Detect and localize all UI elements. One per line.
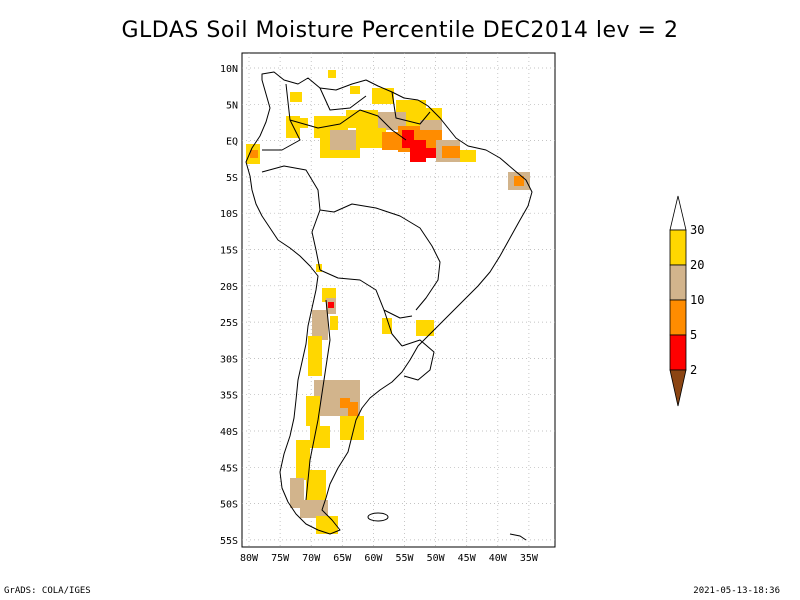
legend-swatch-gt30 <box>669 195 687 231</box>
lon-tick-label: 50W <box>427 553 446 564</box>
lat-tick-label: 5N <box>226 100 238 111</box>
border <box>401 339 435 381</box>
lon-tick-label: 60W <box>364 553 383 564</box>
lat-tick-label: 55S <box>220 536 238 547</box>
map-title: GLDAS Soil Moisture Percentile DEC2014 l… <box>121 18 679 43</box>
lon-tick-label: 80W <box>240 553 259 564</box>
south-america-outline <box>245 71 533 535</box>
lon-tick-label: 55W <box>395 553 414 564</box>
legend-label-2: 2 <box>690 363 697 377</box>
legend-swatch-10-20 <box>669 264 687 301</box>
lat-tick-label: 20S <box>220 282 238 293</box>
border <box>305 299 331 501</box>
shade-patch <box>378 112 408 130</box>
lat-tick-label: 40S <box>220 427 238 438</box>
lat-tick-label: 50S <box>220 500 238 511</box>
border <box>319 203 441 311</box>
legend-label-20: 20 <box>690 258 704 272</box>
legend-labels: 30 20 10 5 2 <box>690 223 704 377</box>
lat-tick-label: 35S <box>220 391 238 402</box>
coastline <box>245 71 533 535</box>
shade-patch <box>310 426 330 448</box>
shade-patch <box>410 140 426 162</box>
shade-patch <box>316 516 338 534</box>
shade-patch <box>350 86 360 94</box>
legend-swatch-lt2 <box>669 369 687 407</box>
south-georgia <box>509 533 527 541</box>
shade-patch <box>330 316 338 330</box>
shade-patch <box>328 70 336 78</box>
lat-tick-label: 45S <box>220 463 238 474</box>
lon-tick-label: 45W <box>458 553 477 564</box>
shade-patch <box>346 110 378 128</box>
shade-patch <box>328 302 334 308</box>
shade-patch <box>420 120 442 130</box>
shade-patch <box>312 310 328 340</box>
graticule <box>242 53 555 547</box>
shade-patch <box>348 402 358 416</box>
border <box>262 83 301 151</box>
lat-tick-label: 10S <box>220 209 238 220</box>
shade-patch <box>356 128 386 148</box>
legend-swatch-2-5 <box>669 334 687 371</box>
shade-patch <box>316 264 322 272</box>
legend-colorbar <box>669 195 687 407</box>
shade-patch <box>308 336 322 376</box>
falkland-islands <box>367 512 389 522</box>
lon-tick-label: 35W <box>520 553 539 564</box>
border <box>311 209 321 271</box>
shade-patch <box>250 150 258 158</box>
shade-patch <box>372 88 394 104</box>
shade-patch <box>426 148 436 158</box>
lat-tick-label: 25S <box>220 318 238 329</box>
border <box>261 165 321 211</box>
shade-patch <box>416 320 434 336</box>
lat-tick-label: 15S <box>220 246 238 257</box>
lon-tick-label: 65W <box>333 553 352 564</box>
timestamp: 2021-05-13-18:36 <box>693 586 780 596</box>
shade-patch <box>300 500 328 518</box>
shade-patch <box>330 130 356 150</box>
border <box>383 309 403 347</box>
lon-tick-label: 40W <box>489 553 508 564</box>
shade-patch <box>382 318 392 334</box>
shade-patch <box>290 92 302 102</box>
legend-swatch-20-30 <box>669 229 687 266</box>
lat-tick-label: 30S <box>220 354 238 365</box>
shade-patch <box>306 396 320 426</box>
lat-tick-label: 10N <box>220 64 238 75</box>
latitude-labels: 10N 5N EQ 5S 10S 15S 20S 25S 30S 35S 40S 45S 50S 55S <box>220 64 238 547</box>
percentile-shading <box>246 70 530 534</box>
border <box>319 269 413 319</box>
shade-patch <box>340 398 350 408</box>
legend-label-5: 5 <box>690 328 697 342</box>
shade-patch <box>460 150 476 162</box>
lon-tick-label: 75W <box>271 553 290 564</box>
islands <box>367 512 527 541</box>
legend-label-30: 30 <box>690 223 704 237</box>
lat-tick-label: EQ <box>226 137 238 148</box>
credit-grads: GrADS: COLA/IGES <box>4 586 91 596</box>
border <box>391 91 431 125</box>
lon-tick-label: 70W <box>302 553 321 564</box>
legend-label-10: 10 <box>690 293 704 307</box>
legend-swatch-5-10 <box>669 299 687 336</box>
border <box>319 87 367 111</box>
shade-patch <box>442 146 460 158</box>
lat-tick-label: 5S <box>226 173 238 184</box>
shade-patch <box>514 176 524 186</box>
longitude-labels: 80W 75W 70W 65W 60W 55W 50W 45W 40W 35W <box>240 553 539 564</box>
shade-patch <box>300 118 308 128</box>
border <box>289 109 407 141</box>
